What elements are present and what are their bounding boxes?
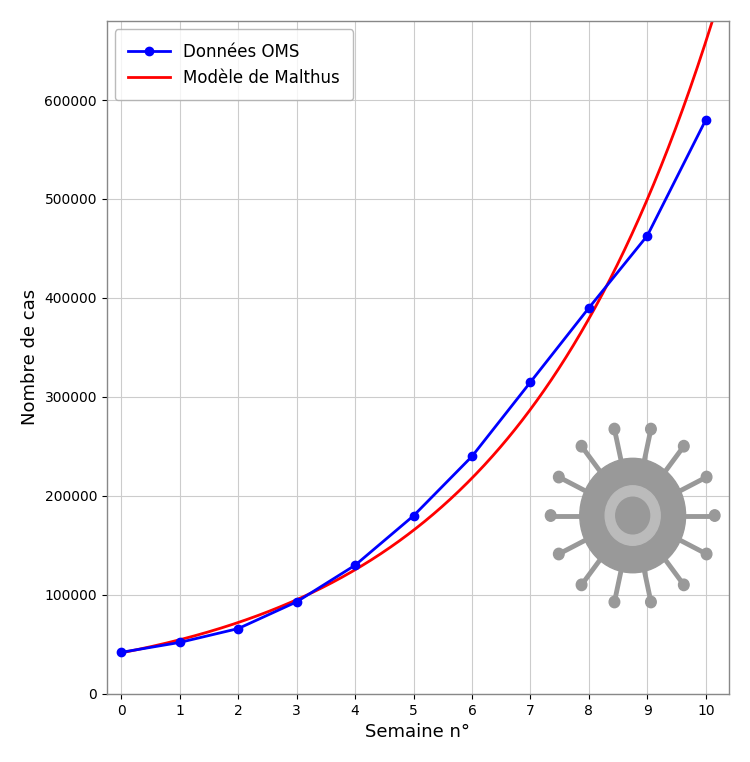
Circle shape	[616, 498, 650, 534]
Circle shape	[580, 458, 686, 573]
Modèle de Malthus	[410, 526, 419, 535]
Modèle de Malthus	[615, 255, 624, 264]
Données OMS	[350, 561, 359, 570]
Modèle de Malthus	[406, 528, 415, 537]
Y-axis label: Nombre de cas: Nombre de cas	[21, 290, 39, 425]
Données OMS	[234, 624, 243, 633]
Circle shape	[576, 440, 586, 452]
Données OMS	[643, 231, 652, 240]
Circle shape	[710, 510, 720, 521]
Circle shape	[646, 424, 656, 435]
Circle shape	[646, 596, 656, 608]
Données OMS	[292, 597, 302, 607]
Circle shape	[605, 486, 660, 546]
Modèle de Malthus	[710, 9, 719, 18]
Données OMS	[526, 377, 535, 386]
Circle shape	[609, 596, 619, 608]
Circle shape	[679, 440, 689, 452]
Données OMS	[701, 115, 710, 124]
Circle shape	[609, 424, 619, 435]
Modèle de Malthus	[446, 495, 454, 504]
Circle shape	[679, 579, 689, 591]
Line: Données OMS: Données OMS	[117, 116, 710, 657]
Circle shape	[554, 472, 564, 483]
Legend: Données OMS, Modèle de Malthus: Données OMS, Modèle de Malthus	[115, 29, 353, 100]
Données OMS	[467, 452, 476, 461]
Données OMS	[584, 303, 593, 312]
Données OMS	[176, 638, 184, 647]
Circle shape	[701, 472, 712, 483]
Circle shape	[701, 549, 712, 560]
X-axis label: Semaine n°: Semaine n°	[365, 723, 470, 741]
Line: Modèle de Malthus: Modèle de Malthus	[122, 0, 729, 653]
Modèle de Malthus	[117, 648, 126, 658]
Données OMS	[409, 511, 418, 520]
Circle shape	[576, 579, 586, 591]
Circle shape	[545, 510, 556, 521]
Circle shape	[554, 549, 564, 560]
Modèle de Malthus	[478, 462, 488, 471]
Données OMS	[117, 648, 126, 657]
